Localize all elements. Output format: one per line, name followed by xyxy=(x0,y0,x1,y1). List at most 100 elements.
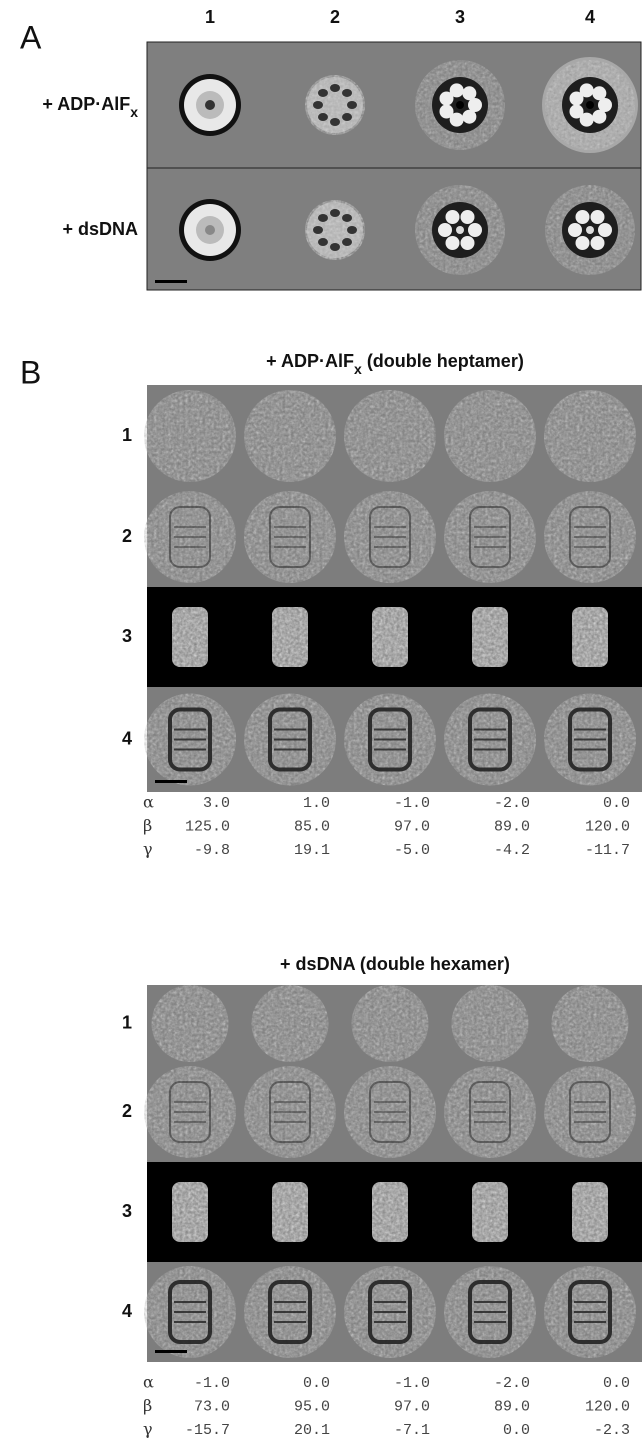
angle-value: 19.1 xyxy=(294,842,330,859)
angle-value: 97.0 xyxy=(394,818,430,835)
angle-value: 125.0 xyxy=(185,818,230,835)
projection xyxy=(544,390,636,482)
projection xyxy=(569,1081,611,1143)
projection xyxy=(544,1066,636,1158)
class-average xyxy=(598,223,612,237)
text-part: + ADP·AlF xyxy=(266,351,354,371)
projection xyxy=(272,1182,308,1242)
angle-value: -4.2 xyxy=(494,842,530,859)
class-average xyxy=(313,101,323,109)
projection xyxy=(269,1081,311,1143)
text-part: + ADP·AlF xyxy=(42,94,130,114)
angle-symbol: γ xyxy=(143,840,153,859)
angle-value: 89.0 xyxy=(494,1398,530,1415)
row-label: 1 xyxy=(122,1012,132,1032)
projection xyxy=(144,390,236,482)
row-label: 1 xyxy=(122,425,132,445)
projection xyxy=(268,1280,312,1344)
class-average xyxy=(586,226,594,234)
text-part: + dsDNA (double hexamer) xyxy=(280,954,510,974)
scale-bar xyxy=(155,780,187,783)
class-average xyxy=(592,109,607,124)
projection xyxy=(169,1081,211,1143)
projection xyxy=(568,707,612,772)
projection xyxy=(468,707,512,772)
angle-symbol: γ xyxy=(143,1420,153,1439)
class-average xyxy=(330,209,340,217)
projection xyxy=(468,1280,512,1344)
projection xyxy=(172,607,208,667)
label: + dsDNA (double hexamer) xyxy=(280,954,510,974)
projection xyxy=(244,1066,336,1158)
column-label: 3 xyxy=(455,7,465,27)
angle-value: -9.8 xyxy=(194,842,230,859)
projection xyxy=(151,985,229,1062)
class-average xyxy=(598,98,612,112)
class-average xyxy=(575,235,590,250)
projection xyxy=(372,607,408,667)
class-average xyxy=(449,112,464,127)
class-average xyxy=(317,113,328,122)
projection xyxy=(344,491,436,583)
class-average xyxy=(342,88,353,97)
text-part: (double heptamer) xyxy=(362,351,524,371)
projection xyxy=(344,1066,436,1158)
projection xyxy=(572,607,608,667)
class-average xyxy=(342,113,353,122)
angle-value: 3.0 xyxy=(203,795,230,812)
projection xyxy=(144,491,236,583)
text-part: + dsDNA xyxy=(62,219,138,239)
projection xyxy=(372,1182,408,1242)
class-average xyxy=(330,118,340,126)
angle-value: 97.0 xyxy=(394,1398,430,1415)
projection xyxy=(551,985,629,1062)
angle-value: -1.0 xyxy=(394,795,430,812)
column-label: 2 xyxy=(330,7,340,27)
label: + dsDNA xyxy=(62,219,138,239)
text-part: x xyxy=(354,361,362,377)
angle-value: -5.0 xyxy=(394,842,430,859)
class-average xyxy=(460,210,475,225)
projection xyxy=(269,506,311,568)
class-average xyxy=(586,101,594,109)
class-average xyxy=(205,225,215,235)
projection xyxy=(469,1081,511,1143)
row-label: 3 xyxy=(122,1201,132,1221)
class-average xyxy=(575,210,590,225)
class-average xyxy=(445,210,460,225)
angle-value: -2.0 xyxy=(494,1375,530,1392)
class-average xyxy=(317,238,328,247)
row-label: 4 xyxy=(122,1301,132,1321)
class-average xyxy=(462,86,477,101)
class-average xyxy=(456,226,464,234)
class-average xyxy=(592,86,607,101)
angle-value: 85.0 xyxy=(294,818,330,835)
angle-value: 120.0 xyxy=(585,818,630,835)
class-average xyxy=(468,98,482,112)
column-label: 1 xyxy=(205,7,215,27)
projection xyxy=(369,1081,411,1143)
projection xyxy=(469,506,511,568)
class-average xyxy=(330,243,340,251)
projection xyxy=(544,491,636,583)
angle-value: 0.0 xyxy=(603,1375,630,1392)
scale-bar xyxy=(155,280,187,283)
projection xyxy=(168,707,212,772)
projection xyxy=(568,1280,612,1344)
projection xyxy=(444,390,536,482)
projection xyxy=(444,491,536,583)
angle-value: 0.0 xyxy=(303,1375,330,1392)
angle-value: 0.0 xyxy=(503,1422,530,1439)
class-average xyxy=(330,84,340,92)
class-average xyxy=(449,83,464,98)
angle-symbol: α xyxy=(143,1373,154,1392)
angle-value: -15.7 xyxy=(185,1422,230,1439)
class-average xyxy=(468,223,482,237)
class-average xyxy=(313,226,323,234)
angle-value: 1.0 xyxy=(303,795,330,812)
panel-label: B xyxy=(20,354,41,390)
angle-value: -1.0 xyxy=(194,1375,230,1392)
class-average xyxy=(439,91,454,106)
angle-value: -1.0 xyxy=(394,1375,430,1392)
